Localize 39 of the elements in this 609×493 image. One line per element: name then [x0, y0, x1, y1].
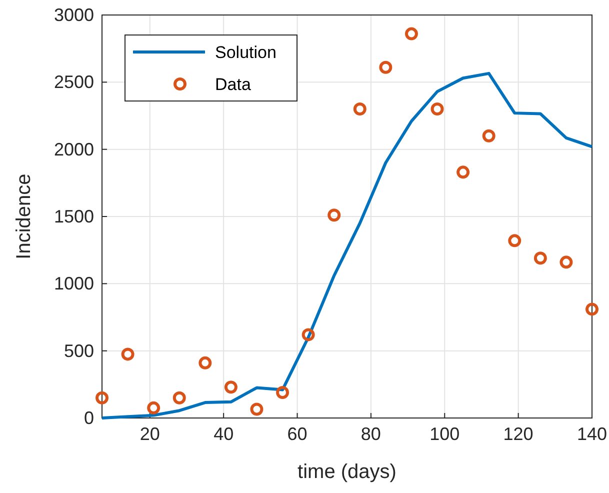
x-tick-label: 80	[360, 424, 381, 444]
x-axis-title: time (days)	[298, 461, 396, 483]
point	[586, 302, 598, 316]
point	[430, 102, 444, 116]
point	[379, 60, 392, 74]
point	[508, 234, 522, 248]
y-axis-title: Incidence	[13, 174, 35, 260]
x-tick-label: 60	[287, 424, 308, 444]
legend-label: Solution	[215, 43, 276, 62]
point	[328, 208, 341, 222]
point	[482, 129, 496, 142]
point	[147, 401, 160, 414]
point	[534, 252, 547, 265]
point	[172, 391, 186, 404]
y-tick-label: 0	[84, 408, 94, 428]
point	[404, 27, 418, 40]
point	[121, 348, 134, 361]
point	[224, 380, 238, 394]
line-series	[100, 72, 594, 420]
y-tick-label: 2000	[54, 139, 94, 160]
point	[302, 328, 315, 342]
point	[198, 356, 212, 370]
y-tick-label: 500	[64, 340, 94, 361]
point	[250, 402, 264, 416]
point	[96, 391, 108, 404]
y-tick-label: 1000	[54, 274, 94, 294]
y-tick-label: 2500	[54, 72, 94, 92]
point	[276, 386, 290, 399]
legend-label: Data	[215, 75, 252, 94]
x-tick-label: 120	[503, 424, 534, 444]
point	[560, 256, 573, 269]
point	[353, 102, 366, 116]
y-tick-label: 1500	[54, 206, 94, 226]
y-tick-label: 3000	[54, 5, 94, 25]
x-tick-label: 40	[214, 424, 234, 444]
x-tick-label: 140	[576, 424, 608, 444]
x-tick-label: 20	[140, 424, 160, 444]
point	[456, 166, 470, 179]
x-tick-label: 100	[430, 424, 460, 444]
